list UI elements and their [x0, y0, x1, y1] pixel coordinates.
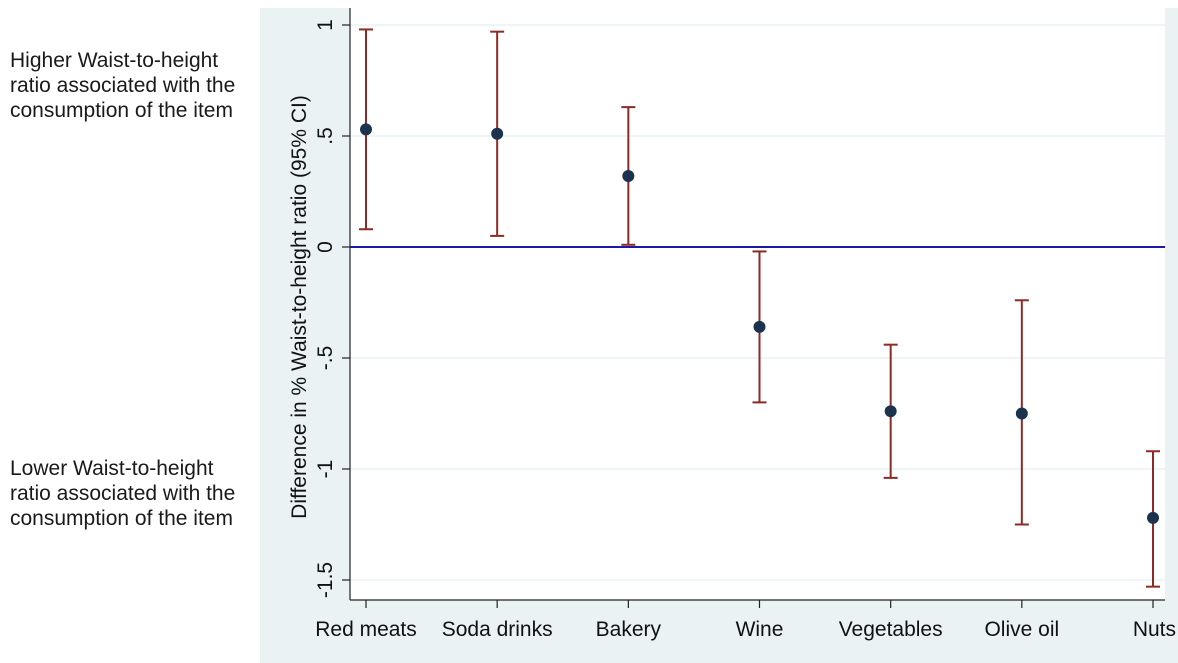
- estimate-group: [1014, 299, 1029, 526]
- plot-area: [350, 8, 1165, 600]
- y-axis-ticks: 1 .5 0 -.5 -1 -1.5: [314, 19, 350, 598]
- point-estimate: [622, 169, 635, 182]
- y-tick-label: -1.5: [314, 562, 337, 598]
- x-tick-label: Bakery: [596, 618, 662, 641]
- x-tick-label: Nuts: [1133, 618, 1176, 641]
- y-tick-label: 0: [314, 241, 337, 253]
- estimate-group: [1146, 450, 1160, 588]
- point-estimate: [884, 405, 897, 418]
- y-tick-label: -1: [314, 460, 337, 479]
- x-tick-label: Olive oil: [984, 618, 1059, 641]
- point-estimate: [1147, 511, 1159, 524]
- x-tick-label: Vegetables: [839, 618, 943, 641]
- estimates-series: [359, 28, 1160, 588]
- estimate-group: [883, 343, 898, 479]
- y-tick-label: .5: [314, 127, 337, 145]
- x-tick-label: Red meats: [315, 618, 417, 641]
- point-estimate: [491, 127, 504, 140]
- estimate-group: [490, 30, 505, 237]
- point-estimate: [1015, 407, 1028, 420]
- x-axis-ticks: Red meats Soda drinks Bakery Wine Vegetables…: [315, 600, 1176, 641]
- annotation-higher-ratio: Higher Waist-to-height ratio associated …: [10, 49, 236, 122]
- x-tick-label: Soda drinks: [442, 618, 553, 641]
- y-tick-label: 1: [314, 19, 337, 31]
- point-estimate: [360, 123, 372, 136]
- y-tick-label: -.5: [314, 346, 337, 371]
- annotation-lower-ratio: Lower Waist-to-height ratio associated w…: [10, 457, 236, 530]
- y-axis-title: Difference in % Waist-to-height ratio (9…: [288, 95, 311, 519]
- gridlines: [350, 24, 1165, 581]
- point-estimate: [753, 320, 766, 333]
- x-tick-label: Wine: [736, 618, 784, 641]
- estimate-group: [752, 250, 767, 404]
- estimate-group: [621, 106, 636, 246]
- estimate-group: [359, 28, 373, 231]
